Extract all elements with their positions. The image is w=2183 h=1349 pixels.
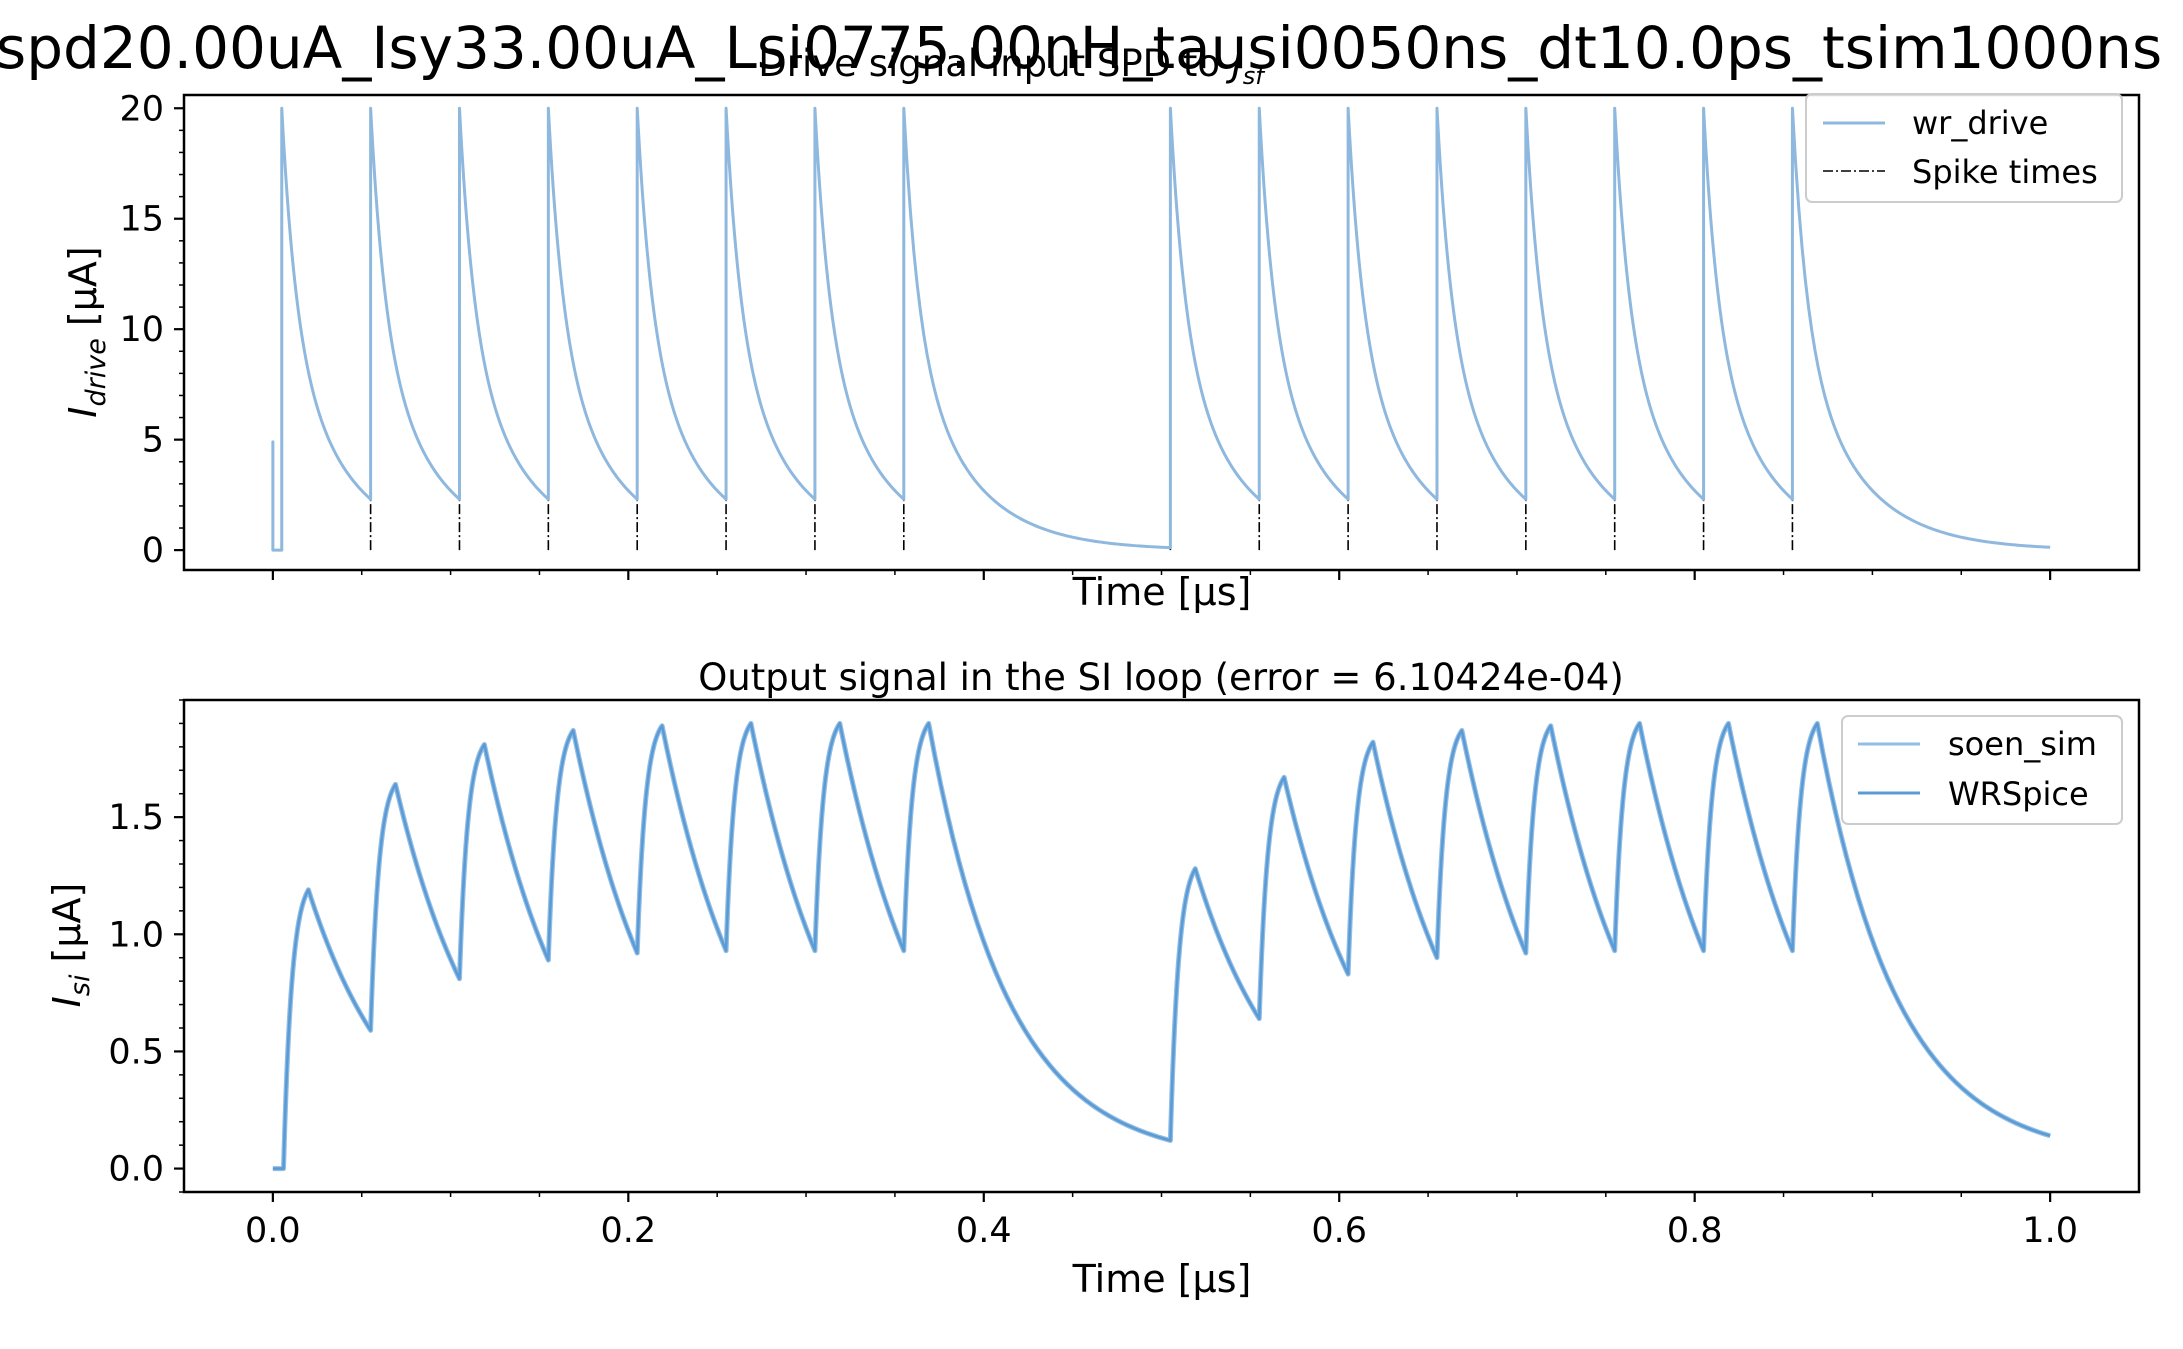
drive-plot-legend: wr_drive Spike times (1805, 93, 2123, 203)
y-tick-label: 15 (119, 200, 164, 240)
legend-label-wr-drive: wr_drive (1912, 104, 2048, 142)
legend-label-spike-times: Spike times (1912, 153, 2098, 191)
drive-plot-xlabel: Time [μs] (1072, 570, 1252, 614)
drive-plot-ticks: 0 5 10 15 20 (119, 89, 2052, 580)
legend-label-wrspice: WRSpice (1948, 775, 2089, 813)
y-tick-label: 1.5 (108, 798, 164, 838)
y-tick-label: 0.5 (108, 1032, 164, 1072)
x-tick-label: 0.8 (1667, 1211, 1723, 1251)
wr-drive-line (271, 106, 2051, 552)
wrspice-line (271, 722, 2051, 1170)
soen-sim-line (270, 720, 2051, 1172)
y-tick-label: 0.0 (108, 1150, 164, 1190)
drive-legend-box (1805, 93, 2123, 203)
si-plot-title: Output signal in the SI loop (error = 6.… (698, 656, 1624, 699)
x-tick-label: 0.0 (245, 1211, 301, 1251)
y-tick-label: 5 (142, 421, 164, 461)
drive-plot-title: Drive signal input SPD to Jsf (758, 42, 1267, 90)
y-tick-label: 20 (119, 89, 164, 129)
x-tick-label: 0.4 (956, 1211, 1012, 1251)
si-plot-ticks: 0.0 0.5 1.0 1.5 0.0 0.2 0.4 0.6 0.8 1.0 (108, 699, 2078, 1251)
y-tick-label: 1.0 (108, 915, 164, 955)
si-plot-legend: soen_sim WRSpice (1841, 715, 2123, 825)
x-tick-label: 1.0 (2022, 1211, 2078, 1251)
figure-suptitle: spd20.00uA_Isy33.00uA_Lsi0775.00nH_tausi… (0, 14, 2162, 82)
y-tick-label: 0 (142, 531, 164, 571)
si-plot-xlabel: Time [μs] (1072, 1257, 1252, 1301)
x-tick-label: 0.2 (600, 1211, 656, 1251)
legend-label-soen-sim: soen_sim (1948, 725, 2097, 763)
drive-plot-ylabel: Idrive [μA] (61, 246, 112, 417)
x-tick-label: 0.6 (1311, 1211, 1367, 1251)
si-plot-lines (270, 720, 2051, 1172)
si-plot-ylabel: Isi [μA] (45, 883, 96, 1008)
si-output-plot: Output signal in the SI loop (error = 6.… (45, 656, 2141, 1301)
y-tick-label: 10 (119, 310, 164, 350)
drive-signal-plot: Drive signal input SPD to Jsf 0 5 10 15 20 T… (61, 42, 2141, 614)
drive-plot-lines (271, 106, 2051, 552)
